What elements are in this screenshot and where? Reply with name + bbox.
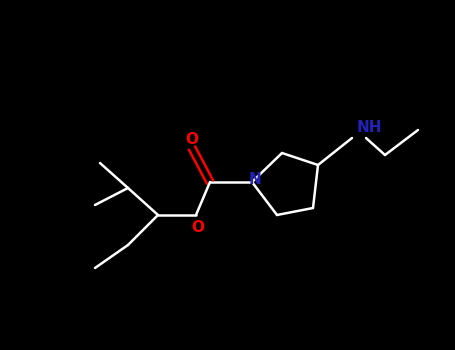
Text: N: N — [248, 172, 261, 187]
Text: O: O — [186, 133, 198, 147]
Text: NH: NH — [357, 120, 383, 135]
Text: O: O — [192, 219, 204, 234]
